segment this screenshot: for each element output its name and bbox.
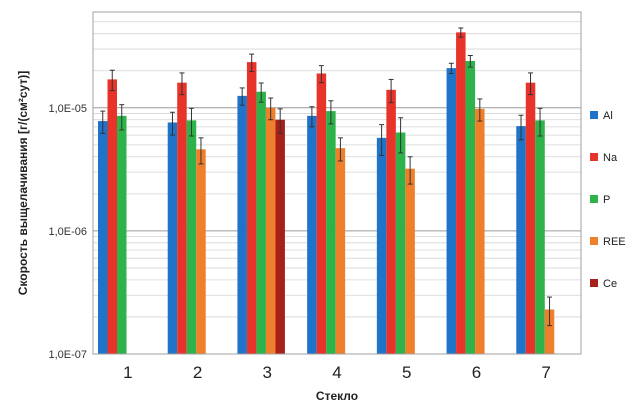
bar-na-glass-3 xyxy=(246,62,257,354)
legend-label: Na xyxy=(603,152,618,164)
bar-ce-glass-3 xyxy=(275,119,285,355)
error-bar xyxy=(518,114,524,141)
x-tick-labels: 1 2 3 4 5 6 7 xyxy=(123,363,551,382)
legend-swatch xyxy=(590,279,598,287)
bar-p-glass-2 xyxy=(186,120,197,354)
y-tick-labels: 1,0E-05 1,0E-06 1,0E-07 xyxy=(48,103,87,361)
error-bar xyxy=(379,124,385,156)
bar-ree-glass-4 xyxy=(335,148,346,354)
legend-swatch xyxy=(590,111,598,119)
error-bar xyxy=(477,98,483,122)
error-bar xyxy=(188,107,194,137)
y-tick-label: 1,0E-06 xyxy=(48,226,87,238)
bar-p-glass-4 xyxy=(326,111,336,354)
error-bar xyxy=(258,82,264,103)
bar-al-glass-6 xyxy=(446,68,457,354)
x-tick-label: 6 xyxy=(472,363,481,382)
x-tick-label: 7 xyxy=(541,363,550,382)
bar-ree-glass-2 xyxy=(196,149,206,354)
bar-ree-glass-6 xyxy=(475,108,485,354)
error-bar xyxy=(467,54,473,68)
legend-swatch xyxy=(590,195,598,203)
error-bar xyxy=(249,53,255,73)
error-bar xyxy=(448,62,454,74)
y-axis-title: Скорость выщелачивания [г/(см²сут)] xyxy=(16,71,30,295)
error-bar xyxy=(198,137,204,165)
error-bar xyxy=(407,156,413,185)
error-bar xyxy=(328,100,334,125)
bar-al-glass-1 xyxy=(98,121,108,354)
legend-swatch xyxy=(590,237,598,245)
legend-label: REE xyxy=(603,236,626,248)
bar-al-glass-5 xyxy=(376,137,387,354)
bar-al-glass-7 xyxy=(516,126,526,354)
legend-item-ce: Ce xyxy=(590,278,617,290)
error-bar xyxy=(268,97,274,121)
bars xyxy=(98,32,555,355)
error-bars xyxy=(100,27,553,327)
error-bar xyxy=(528,72,534,96)
bar-ree-glass-7 xyxy=(544,309,555,354)
plot-frame xyxy=(92,11,582,355)
x-tick-label: 5 xyxy=(402,363,411,382)
error-bar xyxy=(239,87,245,106)
bar-ree-glass-3 xyxy=(265,107,276,354)
bar-p-glass-1 xyxy=(117,115,127,354)
error-bar xyxy=(169,111,175,136)
bar-na-glass-7 xyxy=(525,82,536,355)
error-bar xyxy=(179,72,185,96)
bar-al-glass-4 xyxy=(307,115,317,354)
x-tick-label: 1 xyxy=(123,363,132,382)
bar-na-glass-1 xyxy=(107,79,117,354)
y-tick-label: 1,0E-05 xyxy=(48,103,87,115)
error-bar xyxy=(458,27,464,38)
error-bar xyxy=(277,108,283,134)
error-bar xyxy=(100,110,106,134)
legend-item-ree: REE xyxy=(590,236,626,248)
error-bar xyxy=(309,106,315,128)
bar-na-glass-4 xyxy=(316,73,327,354)
error-bar xyxy=(398,117,404,154)
x-tick-label: 4 xyxy=(332,363,341,382)
legend-label: P xyxy=(603,194,610,206)
bar-al-glass-2 xyxy=(167,122,178,354)
error-bar xyxy=(109,69,115,92)
error-bar xyxy=(318,65,324,84)
error-bar xyxy=(337,137,343,162)
error-bar xyxy=(537,107,543,137)
bar-p-glass-7 xyxy=(535,120,545,354)
y-tick-label: 1,0E-07 xyxy=(48,349,87,361)
legend-swatch xyxy=(590,153,598,161)
bar-al-glass-3 xyxy=(237,95,247,354)
legend: Al Na P REE Ce xyxy=(590,110,626,290)
error-bar xyxy=(547,296,553,327)
bar-na-glass-6 xyxy=(456,32,466,354)
bar-p-glass-3 xyxy=(256,91,266,354)
bar-na-glass-2 xyxy=(177,82,187,355)
bar-p-glass-5 xyxy=(395,132,406,354)
error-bar xyxy=(388,78,394,104)
legend-item-p: P xyxy=(590,194,610,206)
error-bar xyxy=(119,104,125,131)
legend-label: Al xyxy=(603,110,613,122)
bar-na-glass-5 xyxy=(386,89,396,355)
legend-item-al: Al xyxy=(590,110,613,122)
x-tick-label: 3 xyxy=(263,363,272,382)
x-axis-title: Стекло xyxy=(316,389,358,403)
bar-p-glass-6 xyxy=(465,60,476,354)
bar-ree-glass-5 xyxy=(405,168,415,354)
legend-item-na: Na xyxy=(590,152,618,164)
legend-label: Ce xyxy=(603,278,617,290)
x-tick-label: 2 xyxy=(193,363,202,382)
